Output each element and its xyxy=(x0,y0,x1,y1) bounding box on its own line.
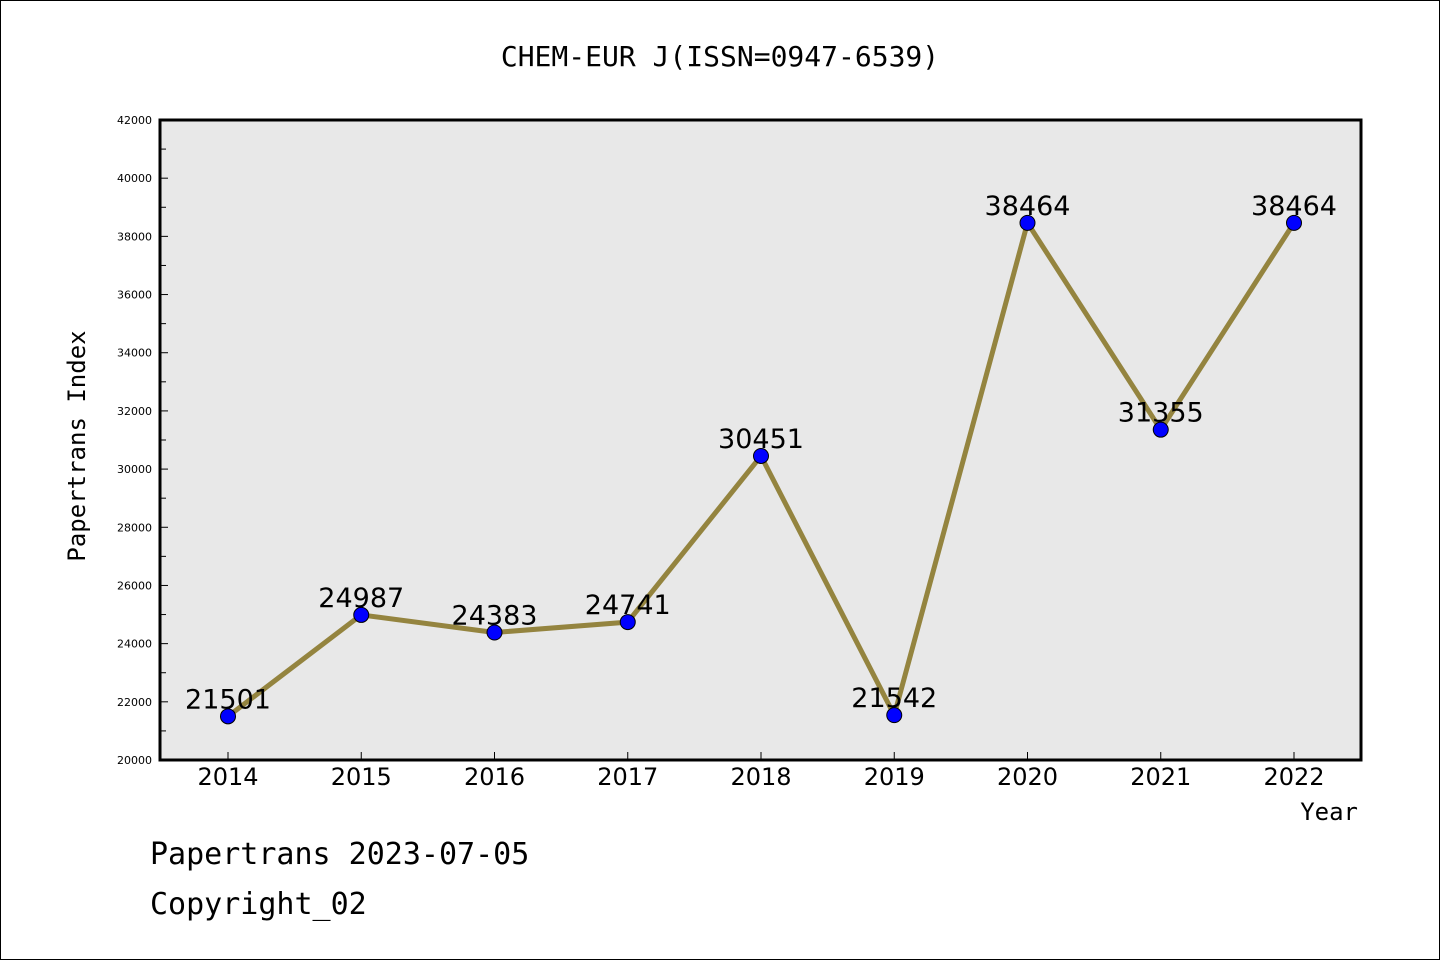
data-labels-group: 21501 24987 24383 24741 30451 21542 38464 31355… xyxy=(185,191,1337,715)
x-tick-label-2022: 2022 xyxy=(1263,763,1324,791)
data-label-2018: 30451 xyxy=(718,424,804,455)
data-label-2014: 21501 xyxy=(185,684,271,715)
y-tick-label-26000: 26000 xyxy=(117,579,152,592)
y-axis: 20000 22000 24000 26000 28000 30000 32000 34000… xyxy=(117,114,168,767)
footer-date: Papertrans 2023-07-05 xyxy=(150,837,529,872)
plot-area xyxy=(160,120,1361,760)
x-tick-label-2015: 2015 xyxy=(331,763,392,791)
x-tick-label-2020: 2020 xyxy=(997,763,1058,791)
plot-border xyxy=(158,118,1363,762)
x-tick-label-2014: 2014 xyxy=(197,763,258,791)
x-tick-label-2021: 2021 xyxy=(1130,763,1191,791)
x-tick-label-2016: 2016 xyxy=(464,763,525,791)
y-tick-label-22000: 22000 xyxy=(117,696,152,709)
data-point-2020 xyxy=(1019,214,1036,231)
data-point-2019 xyxy=(886,707,903,724)
y-tick-label-40000: 40000 xyxy=(117,172,152,185)
y-tick-label-30000: 30000 xyxy=(117,463,152,476)
y-tick-label-34000: 34000 xyxy=(117,347,152,360)
data-point-2016 xyxy=(486,624,503,641)
data-label-2020: 38464 xyxy=(985,191,1071,222)
y-tick-label-24000: 24000 xyxy=(117,638,152,651)
data-point-2014 xyxy=(220,708,236,725)
y-tick-label-28000: 28000 xyxy=(117,521,152,534)
y-tick-label-38000: 38000 xyxy=(117,230,152,243)
x-tick-label-2019: 2019 xyxy=(864,763,925,791)
data-label-2021: 31355 xyxy=(1118,398,1204,429)
markers-group xyxy=(220,214,1302,725)
data-label-2017: 24741 xyxy=(585,590,671,621)
data-label-2016: 24383 xyxy=(452,600,538,631)
data-point-2015 xyxy=(353,606,370,623)
data-label-2015: 24987 xyxy=(318,583,404,614)
y-tick-label-32000: 32000 xyxy=(117,405,152,418)
y-axis-label: Papertrans Index xyxy=(63,330,91,561)
x-tick-label-2017: 2017 xyxy=(597,763,658,791)
data-point-2017 xyxy=(619,614,636,631)
y-tick-label-20000: 20000 xyxy=(117,754,152,767)
y-tick-label-36000: 36000 xyxy=(117,289,152,302)
data-label-2019: 21542 xyxy=(851,683,937,714)
data-point-2018 xyxy=(753,447,769,464)
chart-title: CHEM-EUR J(ISSN=0947-6539) xyxy=(501,40,939,73)
x-tick-label-2018: 2018 xyxy=(730,763,791,791)
y-tick-label-42000: 42000 xyxy=(117,114,152,127)
x-axis: 2014 2015 2016 2017 2018 2019 2020 2021 2022 xyxy=(197,752,1325,791)
x-axis-label: Year xyxy=(1300,798,1358,826)
data-point-2022 xyxy=(1286,214,1302,231)
data-point-2021 xyxy=(1152,421,1169,438)
data-label-2022: 38464 xyxy=(1251,191,1337,222)
footer-copyright: Copyright_02 xyxy=(150,887,367,922)
